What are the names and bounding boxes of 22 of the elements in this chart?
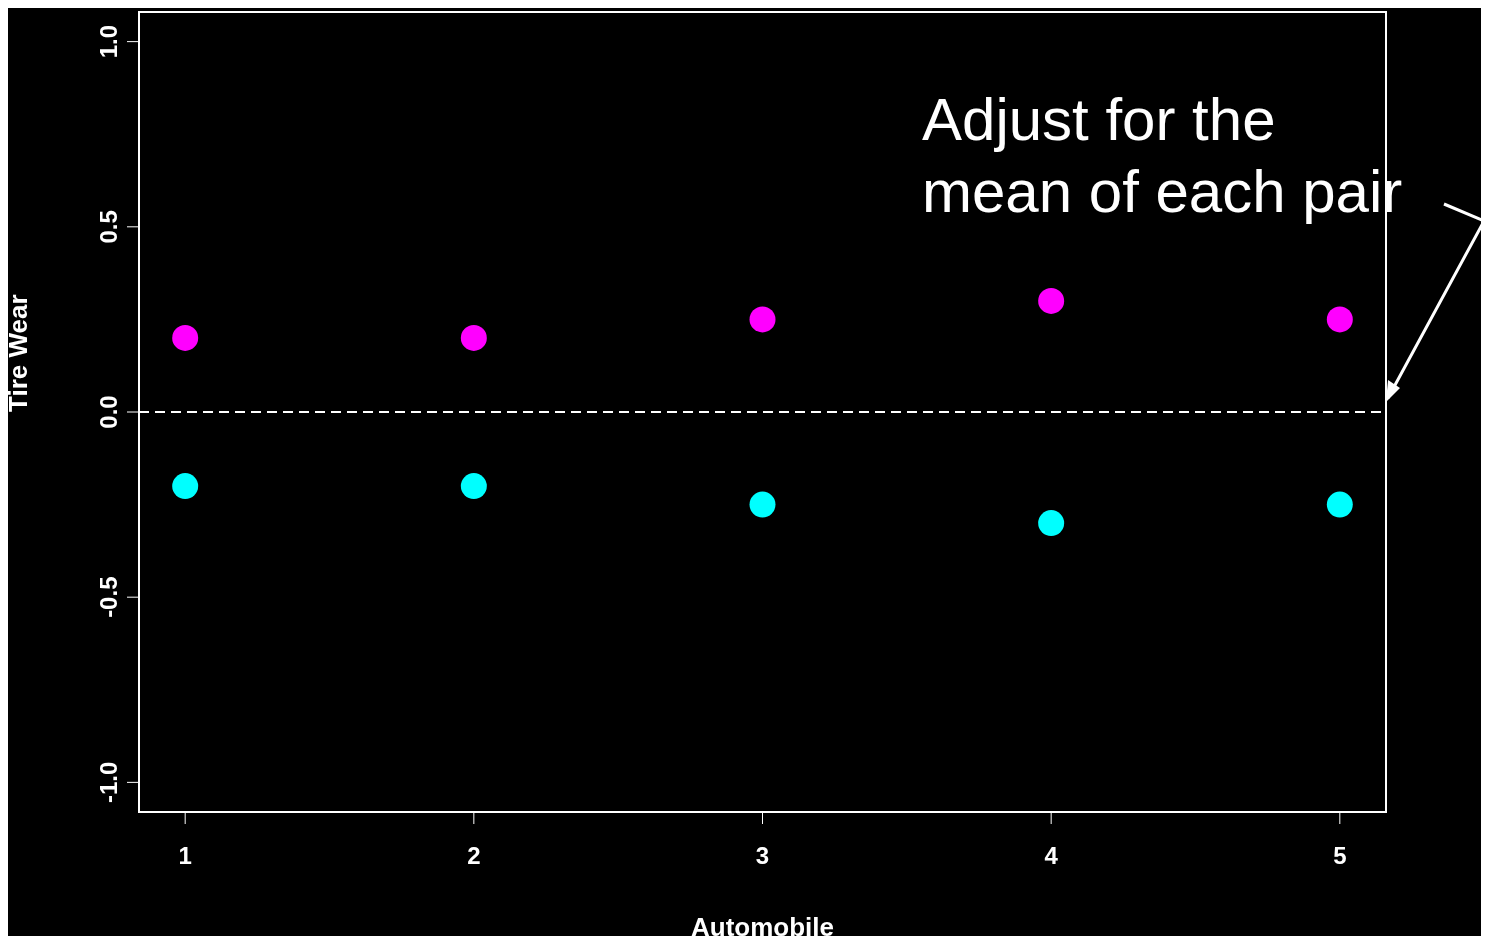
point [1326,306,1353,333]
y-tick-label: 0.0 [95,395,122,429]
y-tick-label: -1.0 [95,761,122,804]
point [460,324,487,351]
point [172,324,199,351]
point [1326,491,1353,518]
x-tick-label: 4 [1044,842,1059,869]
point [460,473,487,500]
x-tick-label: 2 [467,842,481,869]
x-axis-title: Automobile [691,912,834,942]
x-tick-label: 5 [1333,842,1347,869]
point [1038,287,1065,314]
x-tick-label: 1 [178,842,192,869]
point [749,491,776,518]
y-tick-label: 1.0 [95,24,122,59]
point [1038,510,1065,537]
y-axis-title: Tire Wear [3,294,34,412]
y-tick-label: -0.5 [95,576,122,618]
point [172,473,199,500]
y-tick-label: 0.5 [95,210,122,244]
x-tick-label: 3 [755,842,770,869]
point [749,306,776,333]
